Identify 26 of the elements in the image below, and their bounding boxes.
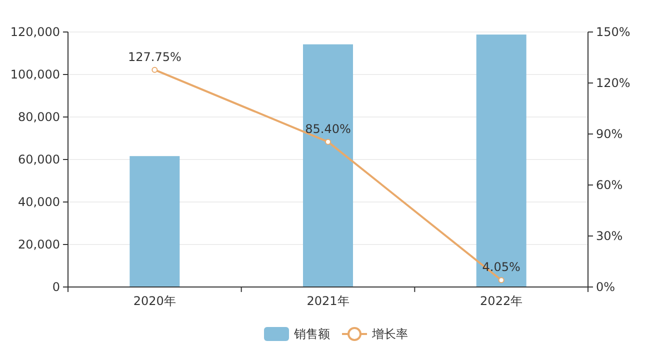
bar [303, 44, 353, 287]
y-tick-label: 0 [52, 280, 60, 294]
point [498, 277, 504, 284]
x-tick-label: 2020年 [133, 294, 176, 308]
y-tick-label: 100,000 [10, 68, 60, 82]
y2-tick-label: 120% [596, 76, 630, 90]
bar [130, 156, 180, 287]
y2-tick-label: 30% [596, 229, 623, 243]
bar [476, 34, 526, 287]
x-tick-label: 2021年 [306, 294, 350, 308]
data-label: 127.75% [128, 50, 182, 64]
y2-tick-label: 90% [596, 127, 623, 141]
y-tick-label: 60,000 [18, 152, 60, 166]
y-tick-label: 80,000 [18, 110, 60, 124]
x-tick-label: 2022年 [480, 294, 523, 308]
y2-tick-label: 60% [596, 178, 623, 192]
y-tick-label: 20,000 [18, 238, 60, 252]
data-label: 85.40% [305, 122, 351, 136]
point [325, 138, 331, 145]
y-tick-label: 40,000 [18, 195, 60, 209]
legend-label: 销售额 [293, 327, 330, 341]
point [152, 66, 158, 73]
y2-tick-label: 0% [596, 280, 616, 294]
y-tick-label: 120,000 [10, 25, 60, 39]
legend-label: 增长率 [371, 327, 408, 341]
y2-tick-label: 150% [596, 25, 630, 39]
